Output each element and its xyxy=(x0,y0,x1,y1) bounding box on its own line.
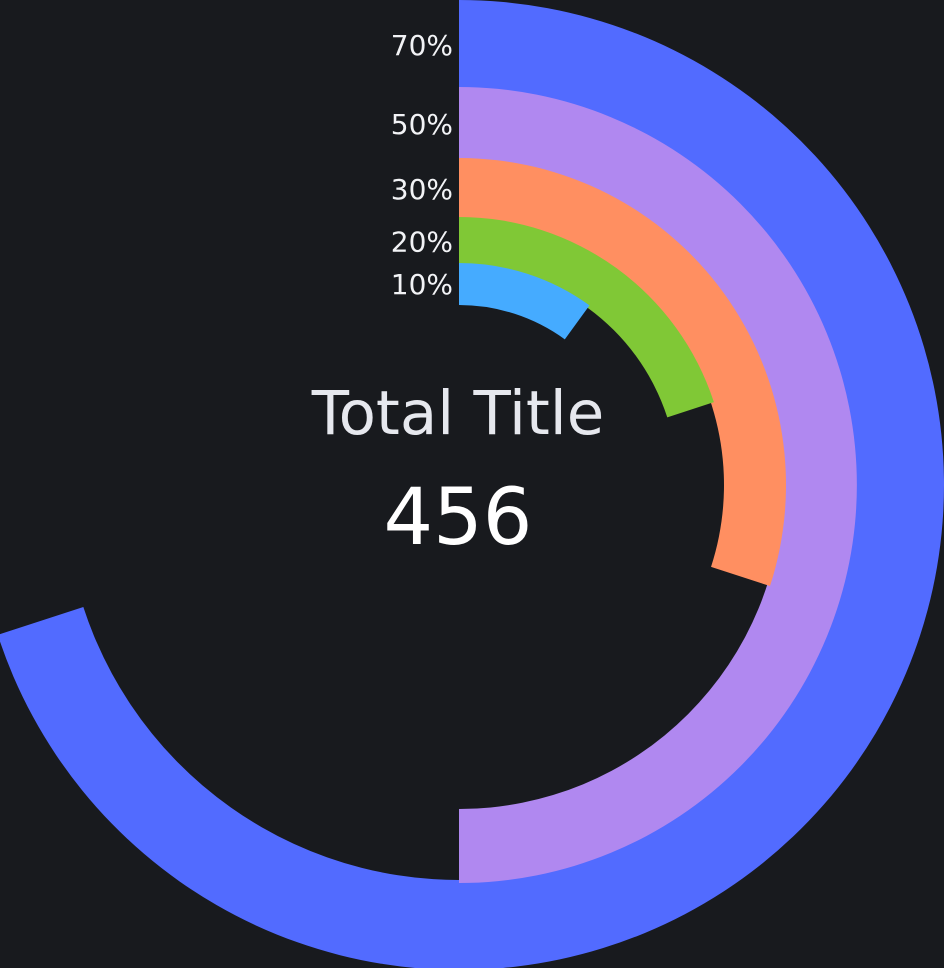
radial-bar-20 xyxy=(459,217,714,418)
ring-label-30: 30% xyxy=(391,173,453,206)
ring-label-10: 10% xyxy=(391,268,453,301)
radial-bar-10 xyxy=(459,263,590,340)
radial-bar-30 xyxy=(459,158,787,587)
ring-label-50: 50% xyxy=(391,108,453,141)
center-title: Total Title xyxy=(311,378,605,449)
radial-bar-50 xyxy=(459,87,857,883)
ring-label-70: 70% xyxy=(391,29,453,62)
center-value: 456 xyxy=(383,473,533,563)
ring-label-20: 20% xyxy=(391,226,453,259)
